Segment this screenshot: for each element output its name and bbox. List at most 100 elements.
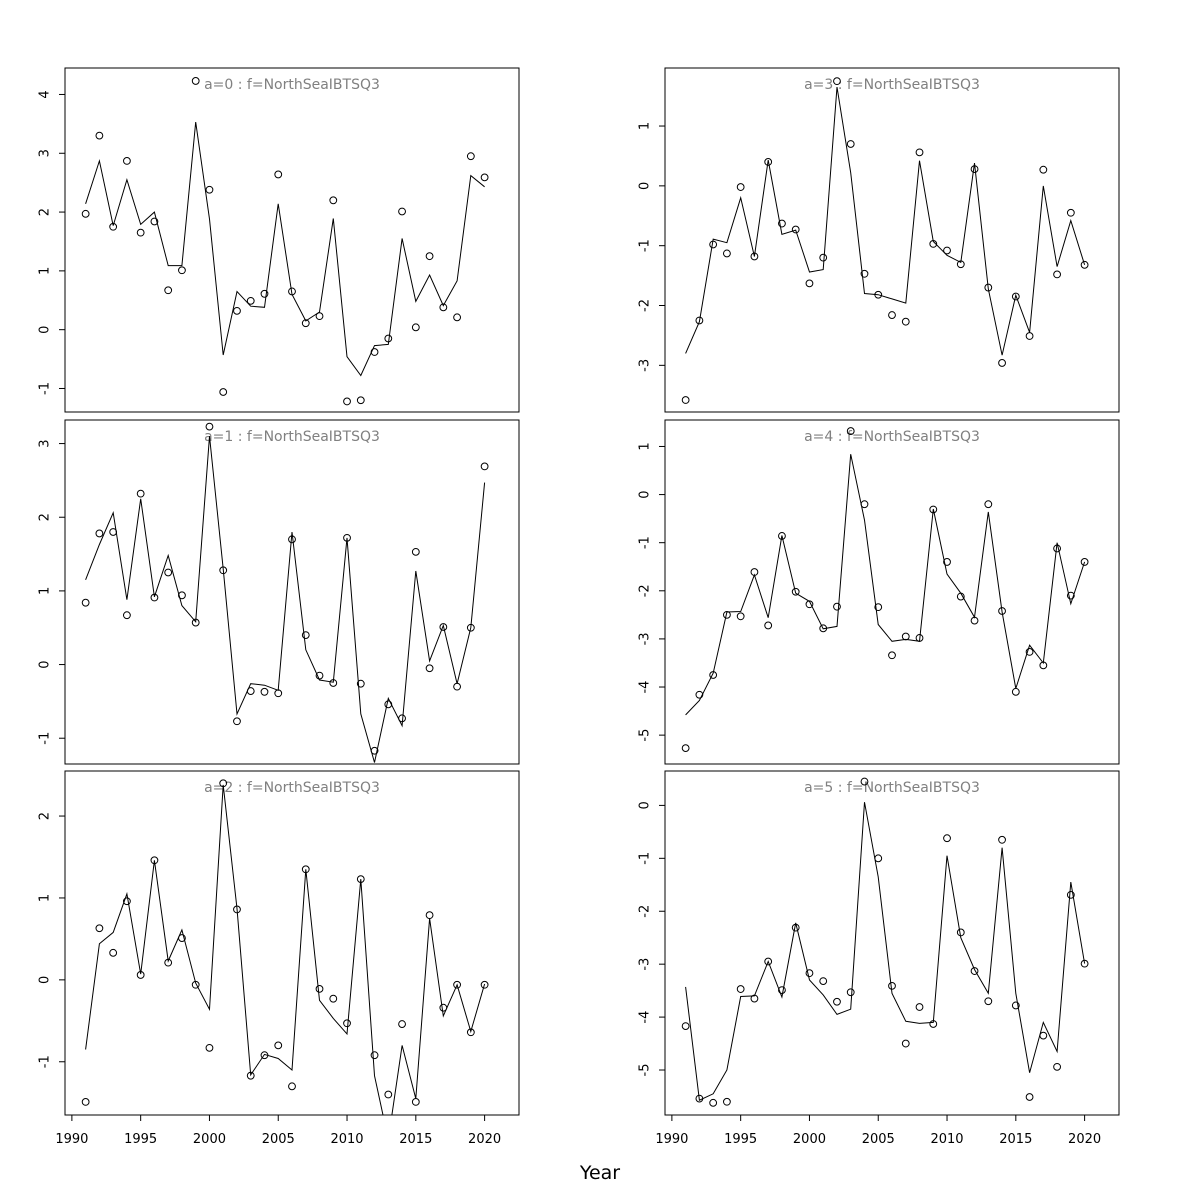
observed-point [736,183,745,191]
observed-point [888,981,896,990]
observed-point [750,568,759,576]
observed-point [356,396,365,405]
observed-point [943,834,951,843]
x-tick-label: 2015 [999,1132,1032,1147]
observed-point [329,994,338,1003]
x-tick-label: 1995 [724,1132,757,1147]
observed-point [480,462,489,471]
observed-point [1025,647,1034,656]
observed-point [998,835,1006,844]
observed-point [901,317,910,326]
observed-point [860,777,869,786]
y-tick-label: -1 [638,239,653,252]
plot-frame [64,419,520,765]
data-layer [81,422,489,763]
x-tick-label: 2020 [1068,1132,1101,1147]
observed-point [109,528,118,536]
observed-point [791,225,800,234]
observed-point [329,196,338,205]
x-tick-label: 1995 [124,1132,157,1147]
observed-point [150,856,159,865]
observed-point [709,1098,718,1107]
observed-point [398,207,406,216]
y-tick-label: -1 [38,1055,53,1068]
y-tick-label: 2 [38,208,53,216]
observed-point [723,610,731,619]
observed-point [901,1039,910,1048]
observed-point [164,568,173,577]
observed-point [984,500,993,509]
observed-point [1011,687,1020,696]
observed-point [343,1019,351,1028]
observed-point [846,427,855,435]
plot-frame [664,770,1120,1116]
x-tick-label: 2015 [399,1132,432,1147]
observed-point [1053,544,1061,553]
panel-4: a=2 : f=NorthSeaIBTSQ3 -1 0 1 2 1990 1995 2000 2… [38,770,520,1147]
panel-title: a=1 : f=NorthSeaIBTSQ3 [204,429,380,445]
observed-point [95,131,104,140]
observed-point [888,311,896,319]
y-tick-label: 1 [638,122,653,130]
observed-point [943,558,951,566]
observed-point [929,505,938,514]
plot-frame [64,67,520,413]
observed-point [370,348,379,356]
observed-point [123,157,131,165]
observed-point [846,140,855,148]
observed-point [411,547,420,556]
y-tick-label: -2 [638,299,653,312]
observed-point [956,928,965,937]
observed-point [136,228,145,237]
observed-point [1039,661,1048,670]
observed-point [260,1051,269,1060]
observed-point [819,977,828,986]
data-layer [81,77,489,406]
observed-point [274,170,283,179]
observed-point [411,1097,420,1106]
panel-title: a=4 : f=NorthSeaIBTSQ3 [804,429,980,445]
observed-point [356,875,365,884]
observed-point [439,623,448,631]
observed-point [384,334,393,343]
observed-point [750,994,759,1003]
observed-point [695,316,704,325]
observed-point [764,158,773,166]
observed-point [315,671,324,680]
observed-point [219,779,228,788]
observed-point [1039,165,1048,174]
observed-point [260,687,269,696]
y-tick-label: -5 [638,729,653,742]
observed-point [329,679,338,687]
y-tick-label: -1 [638,536,653,549]
observed-point [343,397,351,406]
observed-point [1066,591,1075,600]
observed-point [246,1071,255,1080]
observed-point [970,616,979,625]
observed-point [164,958,173,967]
y-tick-label: 0 [38,660,53,668]
plot-frame [664,67,1120,413]
observed-point [466,623,475,632]
observed-point [681,396,690,404]
panel-title: a=0 : f=NorthSeaIBTSQ3 [204,77,380,93]
observed-point [956,260,965,269]
observed-point [356,679,365,688]
data-layer [81,779,489,1115]
observed-point [736,612,745,621]
observed-point [956,592,965,601]
observed-point [791,923,800,932]
observed-point [191,618,200,627]
y-tick-label: -5 [638,1064,653,1077]
y-tick-label: 3 [38,439,53,447]
y-tick-label: 0 [638,182,653,190]
observed-point [805,969,814,978]
observed-point [681,1022,690,1030]
observed-point [384,700,393,709]
panel-title: a=5 : f=NorthSeaIBTSQ3 [804,780,980,796]
y-tick-label: 0 [38,976,53,984]
observed-point [301,319,310,328]
observed-point [480,173,489,182]
y-tick-label: 0 [38,326,53,334]
observed-point [915,1003,924,1011]
